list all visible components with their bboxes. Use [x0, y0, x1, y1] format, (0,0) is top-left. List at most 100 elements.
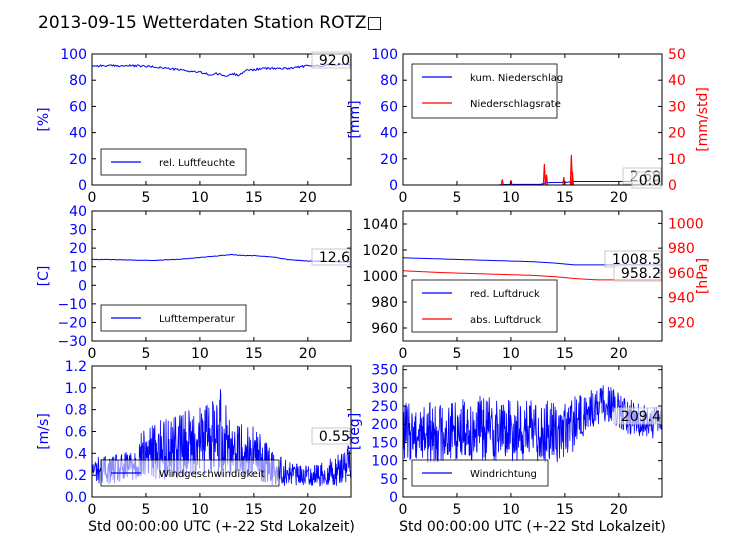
legend-label: abs. Luftdruck [470, 315, 541, 326]
y2-tick-label: 1000 [668, 216, 704, 232]
legend-box [411, 279, 558, 333]
legend: rel. Luftfeuchte [100, 148, 247, 176]
x-tick-label: 10 [502, 502, 520, 518]
y2-tick-label: 20 [668, 126, 686, 142]
rain-rate-spike [570, 171, 575, 185]
y2-tick-label: 920 [668, 315, 695, 331]
y2-axis-label: [hPa] [695, 258, 711, 294]
y-tick-label: 100 [60, 47, 87, 63]
y-tick-label: 0 [78, 278, 87, 294]
y2-tick-label: 40 [668, 73, 686, 89]
y-tick-label: 0.4 [65, 446, 87, 462]
legend-label: Windgeschwindigkeit [159, 469, 265, 480]
y2-tick-label: 940 [668, 291, 695, 307]
legend-label: kum. Niederschlag [470, 73, 563, 84]
y-tick-label: 980 [371, 295, 398, 311]
y-tick-label: 1.2 [65, 359, 87, 375]
legend: Lufttemperatur [100, 304, 247, 332]
axes-frame [91, 53, 352, 186]
legend: Windgeschwindigkeit [100, 459, 280, 487]
series-group [403, 385, 662, 463]
x-tick-label: 15 [245, 502, 263, 518]
axes-frame [402, 365, 663, 498]
panel-middle-left: 0 5 10 15 20 −30 −20 −10 0 10 20 30 40 [C] 12.6 Lufttem… [36, 204, 352, 362]
y-tick-label: 60 [380, 99, 398, 115]
x-tick-label: 5 [141, 346, 150, 362]
x-tick-label: 5 [452, 190, 461, 206]
value-label-box [311, 427, 351, 445]
y-tick-label: 80 [380, 73, 398, 89]
x-tick-label: 5 [141, 190, 150, 206]
series-line-lufttemperatur [92, 254, 351, 263]
legend-label: Lufttemperatur [159, 314, 236, 325]
x-tick-label: 15 [245, 346, 263, 362]
panel-bottom-left: 0 5 10 15 20 0.0 0.2 0.4 0.6 0.8 1.0 1.2 [m/s] Std 00… [36, 359, 355, 535]
y-tick-label: 30 [69, 223, 87, 239]
value-label-box [631, 171, 662, 189]
x-tick-label: 10 [502, 190, 520, 206]
y-tick-label: 0.8 [65, 403, 87, 419]
legend: Windrichtung [411, 459, 549, 487]
x-tick-label: 0 [399, 346, 408, 362]
x-tick-label: 20 [299, 190, 317, 206]
x-tick-label: 20 [610, 190, 628, 206]
y-tick-label: 20 [69, 241, 87, 257]
y-tick-label: 40 [69, 204, 87, 220]
x-tick-label: 20 [299, 346, 317, 362]
last-value-label: 12.6 [319, 250, 350, 266]
axes-frame [402, 53, 663, 186]
last-value-label: 958.2 [621, 266, 661, 282]
y-tick-label: 200 [371, 417, 398, 433]
y-tick-label: 100 [371, 47, 398, 63]
y-tick-label: 40 [69, 126, 87, 142]
x-tick-label: 0 [88, 190, 97, 206]
y-tick-label: 350 [371, 363, 398, 379]
y-tick-label: 960 [371, 321, 398, 337]
rain-rate-spike [544, 174, 549, 185]
legend-label: Windrichtung [470, 469, 537, 480]
y2-tick-label: 50 [668, 47, 686, 63]
y-tick-label: 60 [69, 99, 87, 115]
series-line-rel-luftfeuchte [92, 62, 351, 77]
panel-middle-right: 0 5 10 15 20 960 980 1000 1020 1040 920 940 960 980 10… [362, 210, 711, 362]
rain-rate-spike [509, 180, 513, 185]
y-tick-label: 300 [371, 381, 398, 397]
series-group [92, 62, 351, 77]
x-tick-label: 10 [191, 190, 209, 206]
x-axis-label: Std 00:00:00 UTC (+-22 Std Lokalzeit) [399, 519, 666, 535]
legend: kum. Niederschlag Niederschlagsrate [411, 63, 563, 119]
x-tick-label: 5 [141, 502, 150, 518]
x-tick-label: 15 [556, 346, 574, 362]
x-tick-label: 10 [191, 346, 209, 362]
y-tick-label: 50 [380, 472, 398, 488]
x-tick-label: 0 [399, 190, 408, 206]
y-tick-label: 0.0 [65, 490, 87, 506]
y-tick-label: 0.6 [65, 425, 87, 441]
last-value-label: 0.55 [319, 429, 350, 445]
series-line-windrichtung [403, 385, 662, 463]
y-axis-label: [m/s] [36, 413, 52, 450]
x-tick-label: 0 [399, 502, 408, 518]
y2-tick-label: 10 [668, 152, 686, 168]
y2-tick-label: 960 [668, 266, 695, 282]
y-tick-label: −30 [57, 334, 87, 350]
legend: red. Luftdruck abs. Luftdruck [411, 279, 558, 333]
y-tick-label: 1.0 [65, 381, 87, 397]
x-tick-label: 15 [245, 190, 263, 206]
value-label-box [613, 407, 662, 425]
y-tick-label: 250 [371, 399, 398, 415]
rain-rate-spike [500, 179, 504, 185]
y-tick-label: 20 [380, 152, 398, 168]
y-tick-label: 0 [389, 178, 398, 194]
x-tick-label: 20 [610, 502, 628, 518]
legend-label: Niederschlagsrate [470, 99, 561, 110]
legend-label: rel. Luftfeuchte [159, 158, 235, 169]
last-value-label: 209.4 [621, 409, 661, 425]
x-tick-label: 15 [556, 502, 574, 518]
x-tick-label: 10 [191, 502, 209, 518]
y-tick-label: 0 [389, 490, 398, 506]
y-axis-label: [%] [36, 107, 52, 131]
value-label-box [311, 248, 351, 266]
y-axis-label: [deg] [347, 413, 363, 450]
